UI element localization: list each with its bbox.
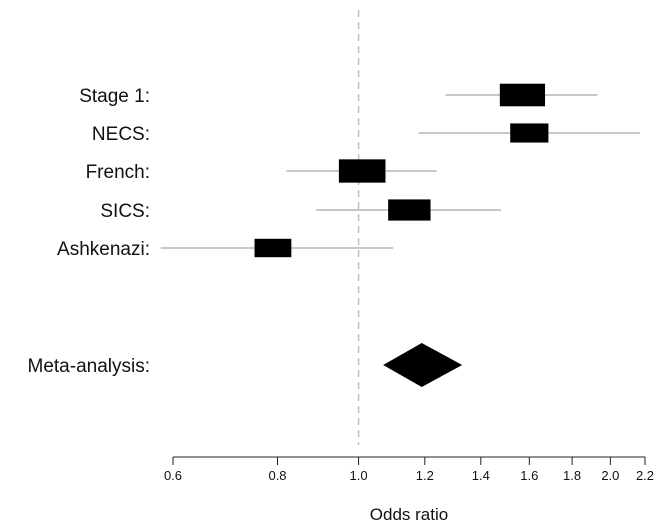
x-axis: 0.6 0.8 1.0 1.2 1.4 1.6 1.8 2.0 2.2 xyxy=(164,456,654,483)
estimate-box xyxy=(388,199,431,221)
study-labels-layer: Stage 1: NECS: French: SICS: Ashkenazi: Meta-… xyxy=(28,86,151,377)
x-tick-label: 1.4 xyxy=(472,468,490,483)
study-label: SICS: xyxy=(100,201,150,222)
x-tick-label: 0.6 xyxy=(164,468,182,483)
x-tick-label: 1.6 xyxy=(520,468,538,483)
estimate-box xyxy=(338,159,386,183)
meta-label: Meta-analysis: xyxy=(28,356,151,377)
x-tick-label: 1.8 xyxy=(563,468,581,483)
estimate-box xyxy=(510,123,549,143)
ci-lines-layer xyxy=(160,94,641,249)
estimate-boxes-layer xyxy=(254,83,549,387)
meta-diamond xyxy=(383,343,463,387)
estimate-box xyxy=(254,238,292,258)
x-tick-label: 0.8 xyxy=(268,468,286,483)
study-label: NECS: xyxy=(92,124,150,145)
study-label: Stage 1: xyxy=(79,86,150,107)
x-axis-title: Odds ratio xyxy=(370,505,448,524)
study-label: French: xyxy=(86,162,150,183)
estimate-box xyxy=(499,83,546,107)
x-tick-label: 1.2 xyxy=(416,468,434,483)
x-tick-label: 2.0 xyxy=(601,468,619,483)
x-tick-label: 1.0 xyxy=(350,468,368,483)
study-label: Ashkenazi: xyxy=(57,239,150,260)
x-tick-label: 2.2 xyxy=(636,468,654,483)
